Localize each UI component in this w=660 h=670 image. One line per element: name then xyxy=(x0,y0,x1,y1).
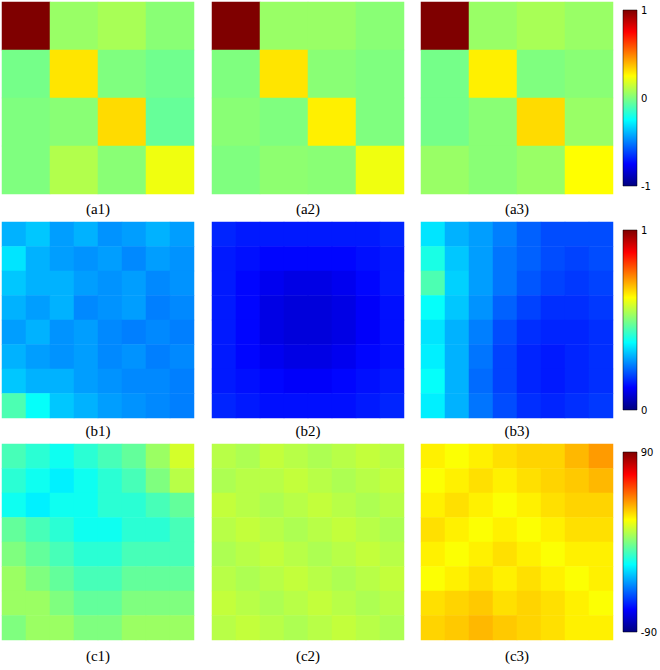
svg-text:(b2): (b2) xyxy=(296,423,321,440)
svg-text:90: 90 xyxy=(641,447,654,458)
svg-text:(c2): (c2) xyxy=(296,648,320,665)
svg-text:(b1): (b1) xyxy=(86,423,111,440)
svg-text:(a1): (a1) xyxy=(86,201,110,218)
svg-text:1: 1 xyxy=(641,5,647,16)
svg-text:(a3): (a3) xyxy=(505,201,529,218)
svg-text:-90: -90 xyxy=(641,627,657,638)
svg-text:(a2): (a2) xyxy=(296,201,320,218)
svg-text:-1: -1 xyxy=(641,181,651,192)
svg-text:(b3): (b3) xyxy=(505,423,530,440)
svg-text:0: 0 xyxy=(641,93,647,104)
svg-text:(c3): (c3) xyxy=(505,648,529,665)
svg-text:1: 1 xyxy=(641,225,647,236)
svg-text:(c1): (c1) xyxy=(86,648,110,665)
svg-text:0: 0 xyxy=(641,405,647,416)
